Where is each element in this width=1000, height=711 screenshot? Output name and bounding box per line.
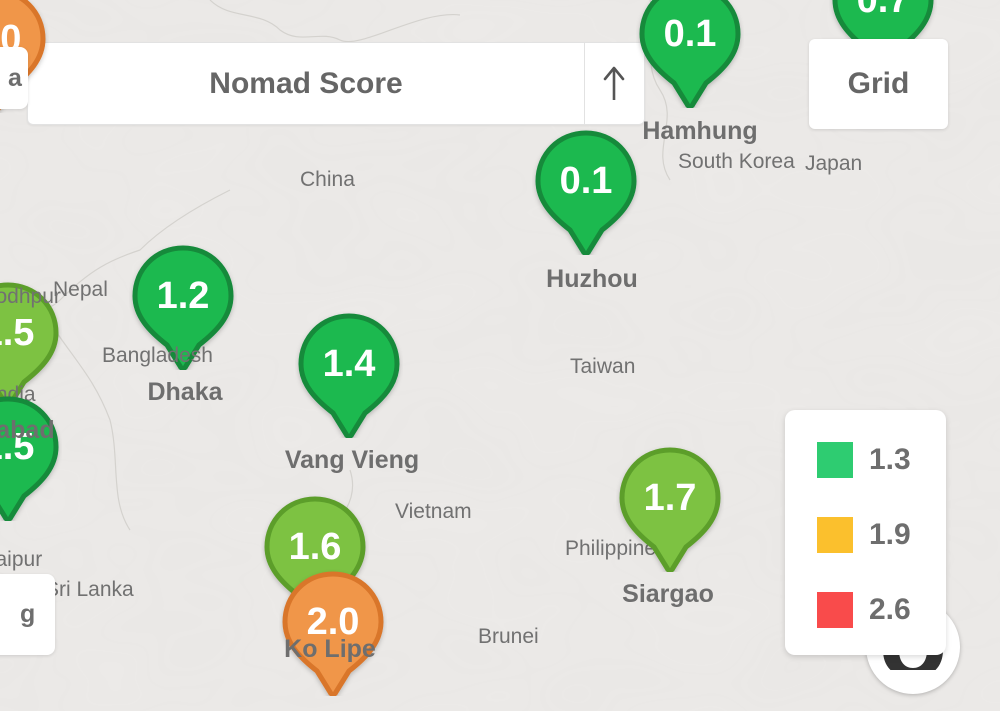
svg-text:1.5: 1.5 <box>0 312 34 354</box>
svg-text:1.6: 1.6 <box>289 526 342 568</box>
svg-text:1.4: 1.4 <box>323 343 376 385</box>
svg-text:0.1: 0.1 <box>664 13 717 55</box>
svg-text:0.7: 0.7 <box>857 0 910 21</box>
svg-text:0.1: 0.1 <box>560 160 613 202</box>
svg-text:1.7: 1.7 <box>644 477 697 519</box>
svg-text:1.2: 1.2 <box>157 275 210 317</box>
